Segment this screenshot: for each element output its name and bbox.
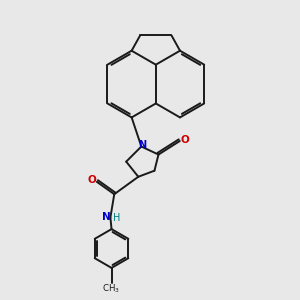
Text: O: O bbox=[181, 135, 190, 145]
Text: O: O bbox=[87, 175, 96, 185]
Text: N: N bbox=[102, 212, 111, 222]
Text: CH$_3$: CH$_3$ bbox=[102, 283, 120, 295]
Text: N: N bbox=[138, 140, 146, 150]
Text: H: H bbox=[112, 213, 120, 223]
